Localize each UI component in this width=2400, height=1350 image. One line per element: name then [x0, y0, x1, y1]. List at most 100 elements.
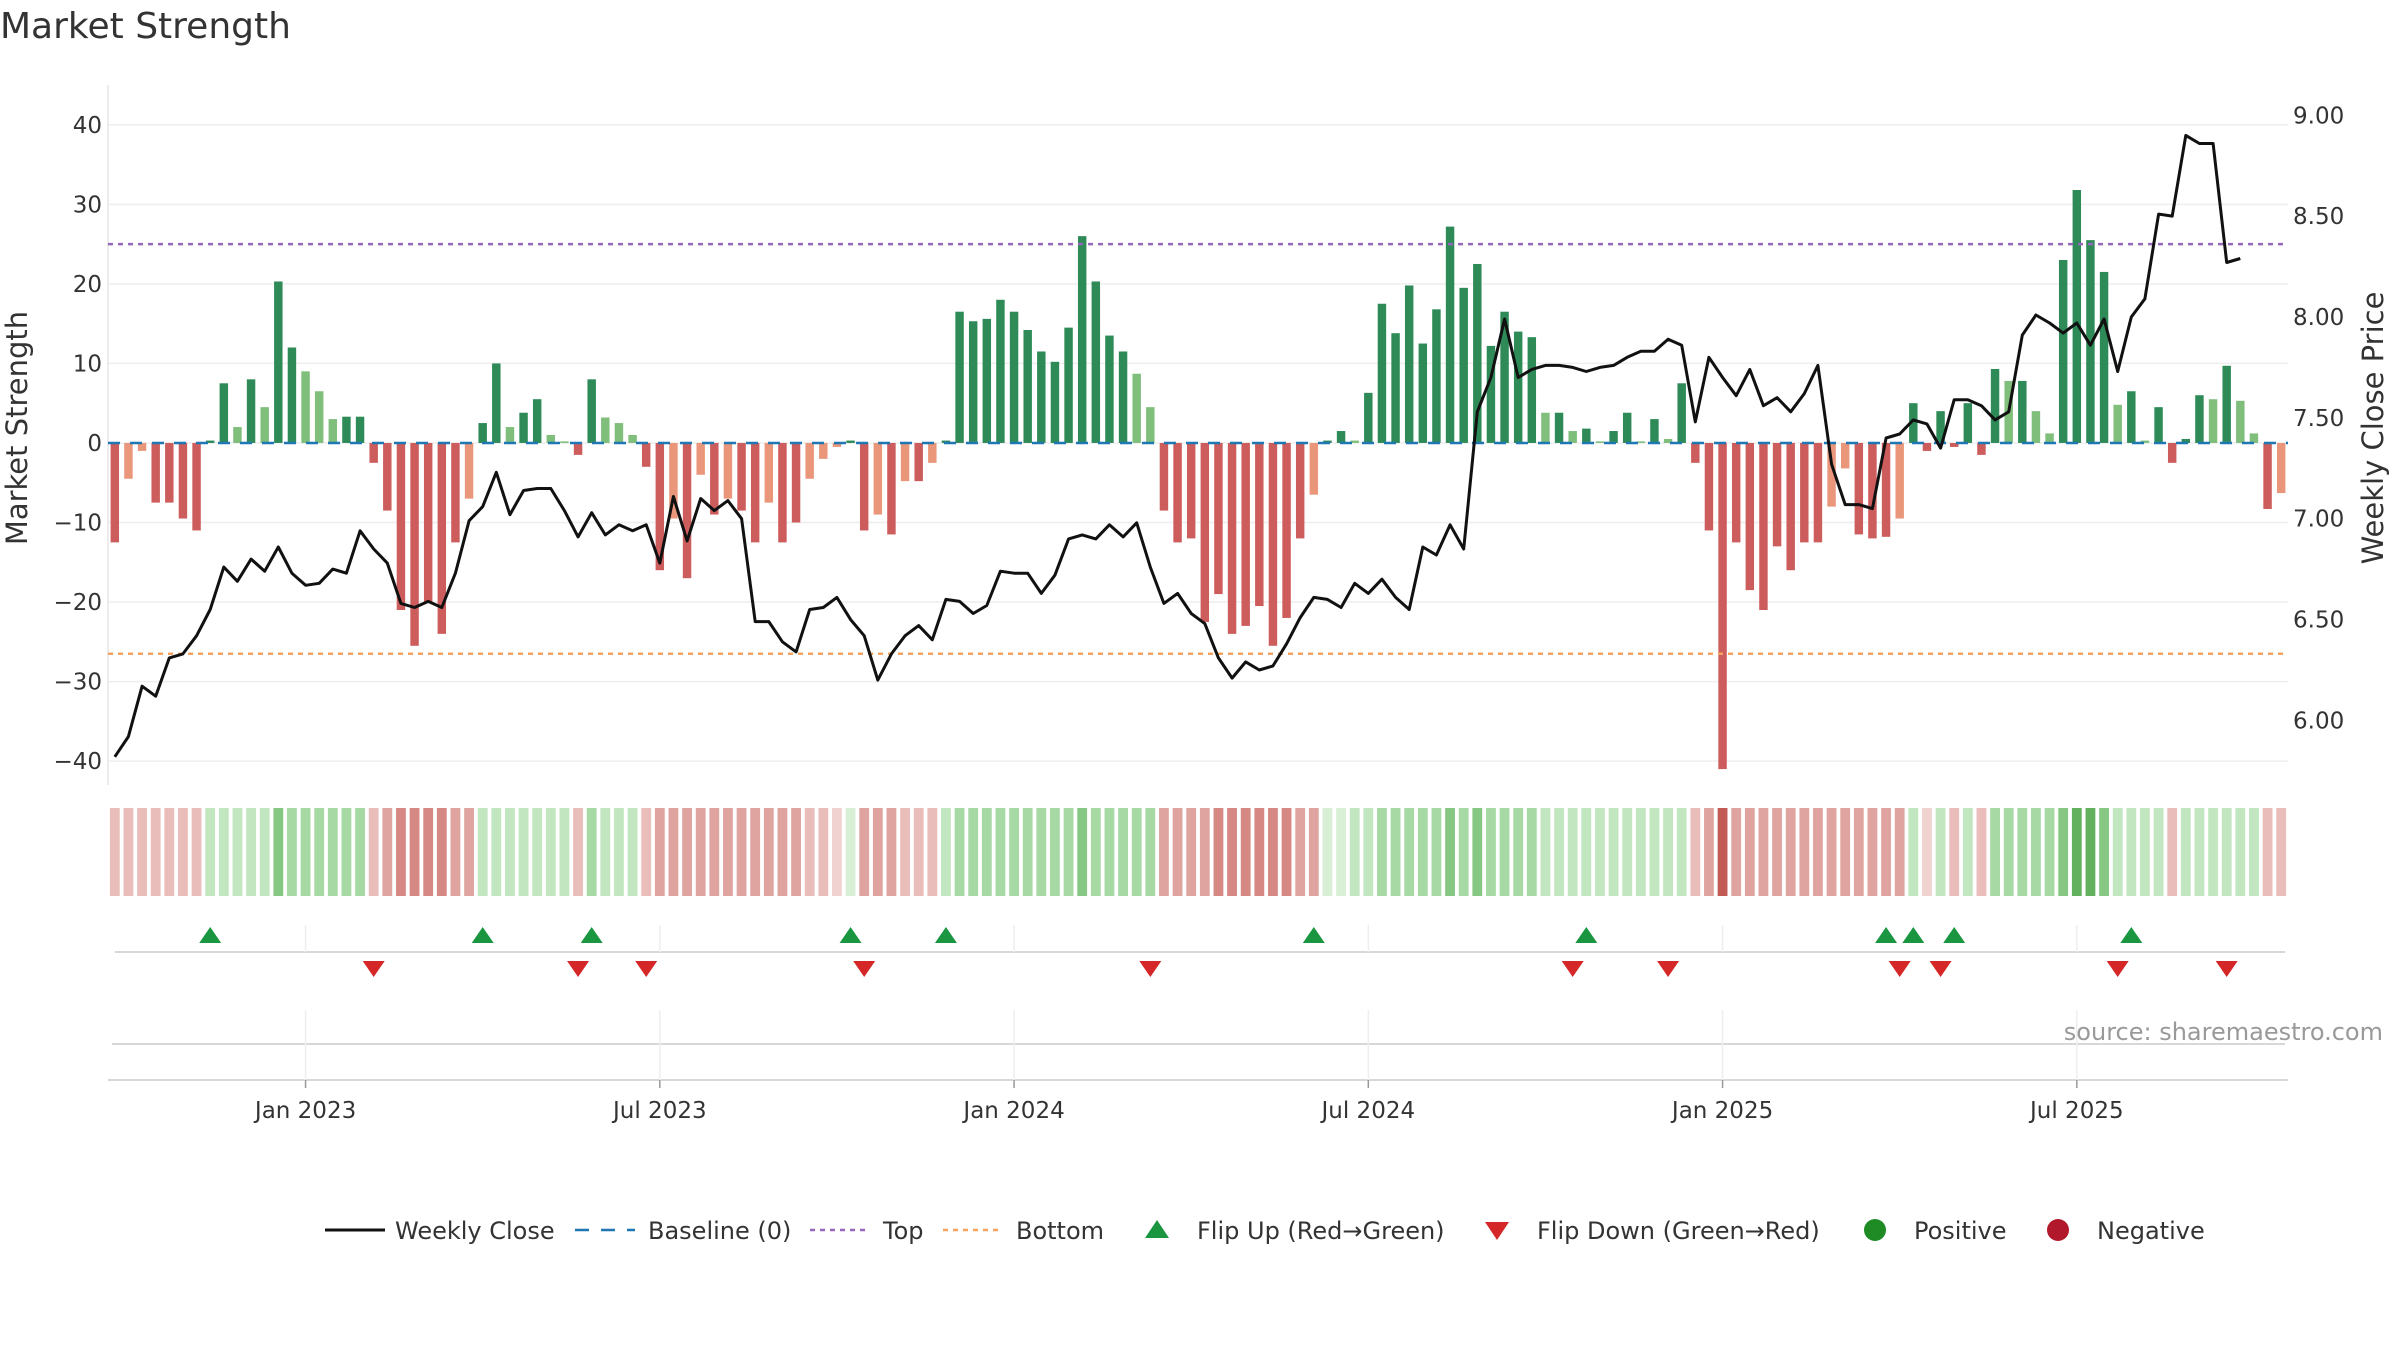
strength-bar — [778, 442, 787, 543]
legend-label-top: Top — [882, 1217, 924, 1245]
strength-bar — [1214, 442, 1223, 595]
heat-cell — [1853, 808, 1864, 896]
heat-cell — [1159, 808, 1169, 896]
flip-up-marker — [471, 927, 494, 943]
strength-bar — [165, 442, 174, 503]
heat-cell — [191, 808, 202, 896]
left-tick-label: −30 — [53, 670, 102, 696]
heat-cell — [2167, 808, 2178, 896]
heat-cell — [573, 808, 583, 896]
heat-cell — [1581, 808, 1592, 896]
strength-bar — [2140, 440, 2150, 443]
strength-bar — [587, 379, 596, 443]
heat-cell — [1908, 808, 1919, 896]
heat-cell — [1213, 808, 1224, 896]
strength-bar — [1541, 412, 1550, 443]
strength-bar — [1527, 337, 1537, 443]
right-tick-label: 6.50 — [2293, 608, 2344, 634]
heat-cell — [832, 808, 842, 896]
strength-bar — [314, 391, 324, 443]
strength-bar — [1146, 407, 1155, 443]
strength-bar — [1677, 383, 1686, 443]
right-tick-label: 6.00 — [2293, 708, 2344, 734]
x-tick-label: Jan 2025 — [1670, 1098, 1773, 1124]
strength-bar — [900, 442, 910, 482]
strength-bar — [846, 440, 855, 443]
strength-bar — [1718, 442, 1727, 770]
strength-bar — [750, 442, 760, 543]
flip-up-marker — [1943, 927, 1966, 943]
strength-bar — [1159, 442, 1169, 511]
strength-bar — [1813, 442, 1823, 543]
heat-cell — [2085, 808, 2096, 896]
heat-cell — [545, 808, 556, 896]
right-tick-label: 9.00 — [2293, 103, 2344, 129]
heat-cell — [1826, 808, 1837, 896]
heat-cell — [1131, 808, 1142, 896]
strength-bar — [1895, 442, 1904, 519]
heat-cell — [1744, 808, 1755, 896]
heat-cell — [464, 808, 474, 896]
heat-cell — [586, 808, 597, 896]
heat-cell — [355, 808, 365, 896]
strength-bar — [2263, 442, 2272, 509]
strength-bar — [369, 442, 378, 463]
strength-bar — [151, 442, 160, 503]
source-credit: source: sharemaestro.com — [2064, 1018, 2383, 1046]
legend-swatch-negative — [2047, 1219, 2069, 1241]
left-y-axis-ticks: 40 30 20 10 0 −10 −20 −30 −40 — [53, 113, 102, 775]
strength-bar — [2195, 395, 2204, 443]
strength-bar — [1186, 442, 1196, 539]
heat-cell — [736, 808, 747, 896]
heat-cell — [1813, 808, 1823, 896]
heat-cell — [627, 808, 638, 896]
heat-cell — [109, 808, 120, 896]
strength-bar — [1868, 442, 1877, 539]
heat-cell — [1881, 808, 1891, 896]
strength-bar — [2072, 190, 2082, 443]
heat-cell — [1772, 808, 1782, 896]
heat-cell — [1717, 808, 1728, 896]
strength-bar — [1255, 442, 1264, 607]
strength-bar — [355, 416, 365, 443]
strength-bar — [2154, 407, 2163, 443]
heat-cell — [1240, 808, 1251, 896]
heat-cell — [2153, 808, 2164, 896]
left-tick-label: 10 — [73, 351, 102, 377]
left-axis-label: Market Strength — [0, 311, 34, 545]
strength-bar — [1350, 440, 1359, 443]
heat-cell — [1635, 808, 1646, 896]
heat-cell — [273, 808, 284, 896]
heat-cell — [396, 808, 406, 896]
heat-cell — [1567, 808, 1578, 896]
x-tick-label: Jul 2025 — [2028, 1098, 2124, 1124]
strength-bar — [791, 442, 801, 523]
strength-bar — [1949, 442, 1959, 447]
heat-cell — [368, 808, 379, 896]
flip-up-marker — [1302, 927, 1325, 943]
flip-up-marker — [1902, 927, 1925, 943]
heat-cell — [1526, 808, 1537, 896]
strength-bar — [301, 371, 310, 443]
strength-bar — [328, 419, 338, 443]
strength-bar — [1282, 442, 1291, 618]
heat-cell — [1649, 808, 1660, 896]
heat-cell — [2262, 808, 2273, 896]
heat-cell — [2140, 808, 2150, 896]
heat-cell — [913, 808, 924, 896]
chart-title: Market Strength — [0, 6, 291, 47]
heat-cell — [723, 808, 733, 896]
heat-cell — [137, 808, 147, 896]
right-tick-label: 8.00 — [2293, 305, 2344, 331]
heat-cell — [1404, 808, 1415, 896]
right-axis-label: Weekly Close Price — [2356, 292, 2390, 565]
x-axis: Jan 2023 Jul 2023 Jan 2024 Jul 2024 Jan 2025… — [108, 925, 2288, 1124]
heat-cell — [845, 808, 856, 896]
heat-cell — [1540, 808, 1551, 896]
heat-cell — [123, 808, 134, 896]
heat-cell — [1390, 808, 1401, 896]
strength-bar — [696, 442, 705, 475]
strength-bar — [832, 442, 842, 447]
heat-cell — [287, 808, 297, 896]
heat-cell — [941, 808, 951, 896]
